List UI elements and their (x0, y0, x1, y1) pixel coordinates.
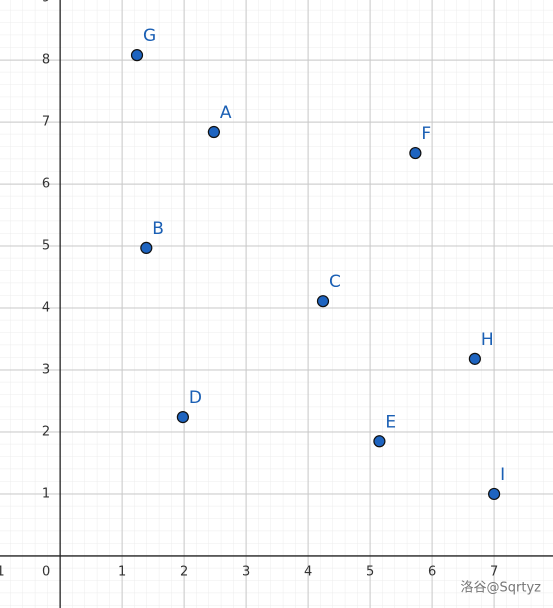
point (140, 241, 153, 255)
y-tick-label: 6 (42, 177, 50, 192)
point-label: I (500, 465, 505, 485)
watermark: 洛谷@Sqrtyz (461, 581, 542, 596)
point-label: H (481, 330, 494, 350)
x-tick-label: 3 (242, 564, 250, 579)
y-tick-label: 5 (42, 239, 50, 254)
y-tick-label: 1 (42, 486, 50, 501)
x-tick-label: 1 (118, 564, 126, 579)
y-tick-label: 9 (42, 0, 50, 6)
y-tick-label: 8 (42, 53, 50, 68)
point-label: F (421, 124, 431, 144)
point-label: D (189, 388, 202, 408)
x-tick-label: 7 (490, 564, 498, 579)
point (316, 295, 330, 308)
y-tick-label: 7 (42, 115, 50, 130)
x-tick-label: 5 (366, 564, 374, 579)
x-tick-label: 4 (304, 564, 312, 579)
point-label: B (152, 219, 164, 239)
point (468, 352, 481, 365)
x-tick-label: 6 (428, 564, 436, 579)
point (207, 125, 220, 139)
point (130, 49, 144, 62)
point (409, 146, 422, 160)
x-tick-label: 2 (180, 564, 188, 579)
y-tick-label: 3 (42, 363, 50, 378)
point-label: G (143, 26, 156, 46)
point-label: A (220, 103, 232, 123)
x-tick-label: -1 (0, 564, 5, 579)
y-tick-label: 2 (42, 424, 50, 439)
point (488, 487, 501, 501)
point (176, 411, 189, 424)
point-label: E (385, 412, 396, 432)
y-tick-label: 4 (42, 301, 50, 316)
point-label: C (329, 272, 341, 292)
point (373, 435, 386, 448)
x-tick-label: 0 (42, 564, 50, 579)
